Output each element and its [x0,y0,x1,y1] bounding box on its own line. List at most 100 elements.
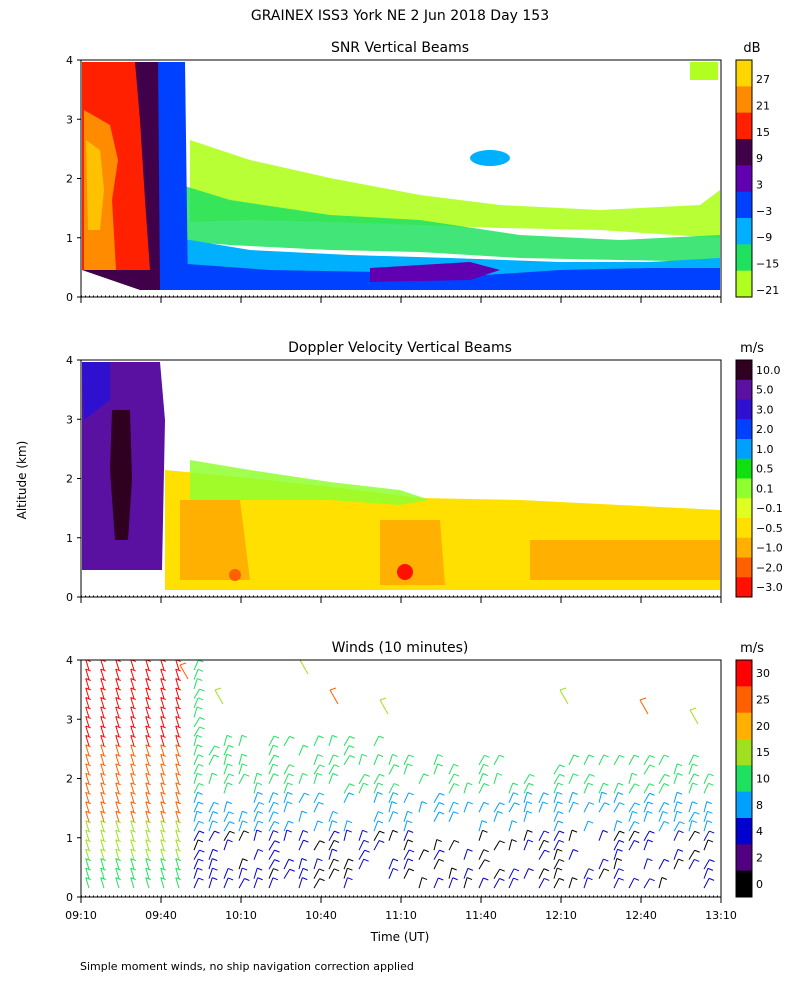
wind-barb [703,830,710,841]
wind-barb-feather [227,877,234,881]
wind-barb-feather [512,782,519,786]
colorbar-frame [735,59,753,298]
wind-barb-feather [694,849,700,853]
wind-barb-feather [100,753,106,757]
wind-barb-feather [379,830,385,834]
wind-barb [298,810,303,822]
colorbar-label: 4 [756,825,763,838]
wind-barb [463,849,468,860]
colorbar-unit: dB [743,41,760,56]
wind-barb [643,839,649,851]
wind-barb [508,802,515,813]
wind-barb-feather [377,754,384,758]
wind-barb [160,877,165,889]
wind-barb [673,801,678,813]
wind-barb-feather [304,792,310,796]
wind-barb-feather [241,753,248,757]
wind-barb [193,717,201,728]
wind-barb [130,792,135,803]
wind-barb [175,877,180,889]
wind-barb-feather [179,662,187,666]
colorbar-segment [736,686,752,714]
wind-barb-feather [100,734,106,738]
wind-barb [553,820,559,832]
wind-barb [598,830,604,841]
wind-barb-feather [676,810,683,814]
wind-barb-feather [130,678,136,681]
wind-barb-feather [175,801,181,805]
wind-barb [373,792,379,803]
colorbar-label: −0.5 [756,522,783,535]
colorbar-segment [736,660,752,687]
wind-barb-feather [145,678,151,681]
wind-barb-feather [100,848,106,852]
wind-barb-feather [272,763,279,767]
wind-barb [100,820,105,832]
wind-barb [463,801,469,813]
wind-barb-feather [85,791,91,795]
wind-barb [130,839,135,851]
wind-barb [583,868,590,879]
wind-barb [85,754,90,766]
colorbar-segment [736,712,752,740]
wind-barb [418,773,425,785]
colorbar-segment [736,218,752,245]
wind-barb [538,849,545,860]
wind-barb [598,792,603,803]
colorbar-segment [736,518,752,539]
wind-barb-feather [115,867,121,871]
wind-barb [130,725,135,737]
wind-barb [538,868,545,879]
wind-barb-feather [392,753,398,757]
wind-barb-feather [199,688,205,692]
wind-barb-feather [175,791,181,795]
wind-barb-feather [85,687,91,691]
wind-barb [613,849,619,860]
wind-barb [553,840,560,851]
wind-barb [85,660,90,671]
wind-barb-feather [288,858,295,862]
wind-barb-feather [453,773,460,777]
wind-barb [115,678,120,690]
wind-barb [538,830,545,841]
colorbar-segment [736,244,752,272]
colorbar-segment [736,112,752,140]
wind-barb [688,811,695,823]
wind-barb-feather [451,867,457,871]
wind-barb [145,792,150,803]
wind-barb [643,858,648,870]
wind-barb [130,706,135,718]
wind-barb [628,783,635,794]
wind-barb-feather [483,783,490,786]
wind-barb-feather [513,792,519,796]
wind-barb-feather [226,801,232,805]
wind-barb [313,878,321,889]
wind-barb [223,831,231,841]
wind-barb [130,820,135,832]
wind-barb-feather [663,858,670,862]
wind-barb [559,689,569,705]
wind-barb-feather [331,820,338,824]
wind-barb [130,660,135,671]
wind-barb [598,868,605,879]
wind-barb [145,754,150,766]
wind-barb [100,858,105,870]
wind-barb-feather [499,840,505,844]
wind-barb-feather [100,725,106,729]
wind-barb [175,668,180,680]
wind-barb [433,763,439,775]
wind-barb-feather [616,858,622,861]
wind-barb [658,859,665,870]
wind-barb-feather [616,820,623,824]
snr-top-patch [690,62,718,80]
wind-barb [223,763,229,775]
doppler-red-cell-2 [229,569,241,581]
wind-barb-feather [453,763,459,767]
wind-barb-feather [85,725,91,729]
wind-barb-feather [318,801,324,805]
wind-barb-feather [228,811,234,815]
wind-barb-feather [557,820,564,824]
doppler-green-layer [190,460,430,505]
wind-barb-feather [453,811,459,815]
wind-barb [238,735,243,747]
